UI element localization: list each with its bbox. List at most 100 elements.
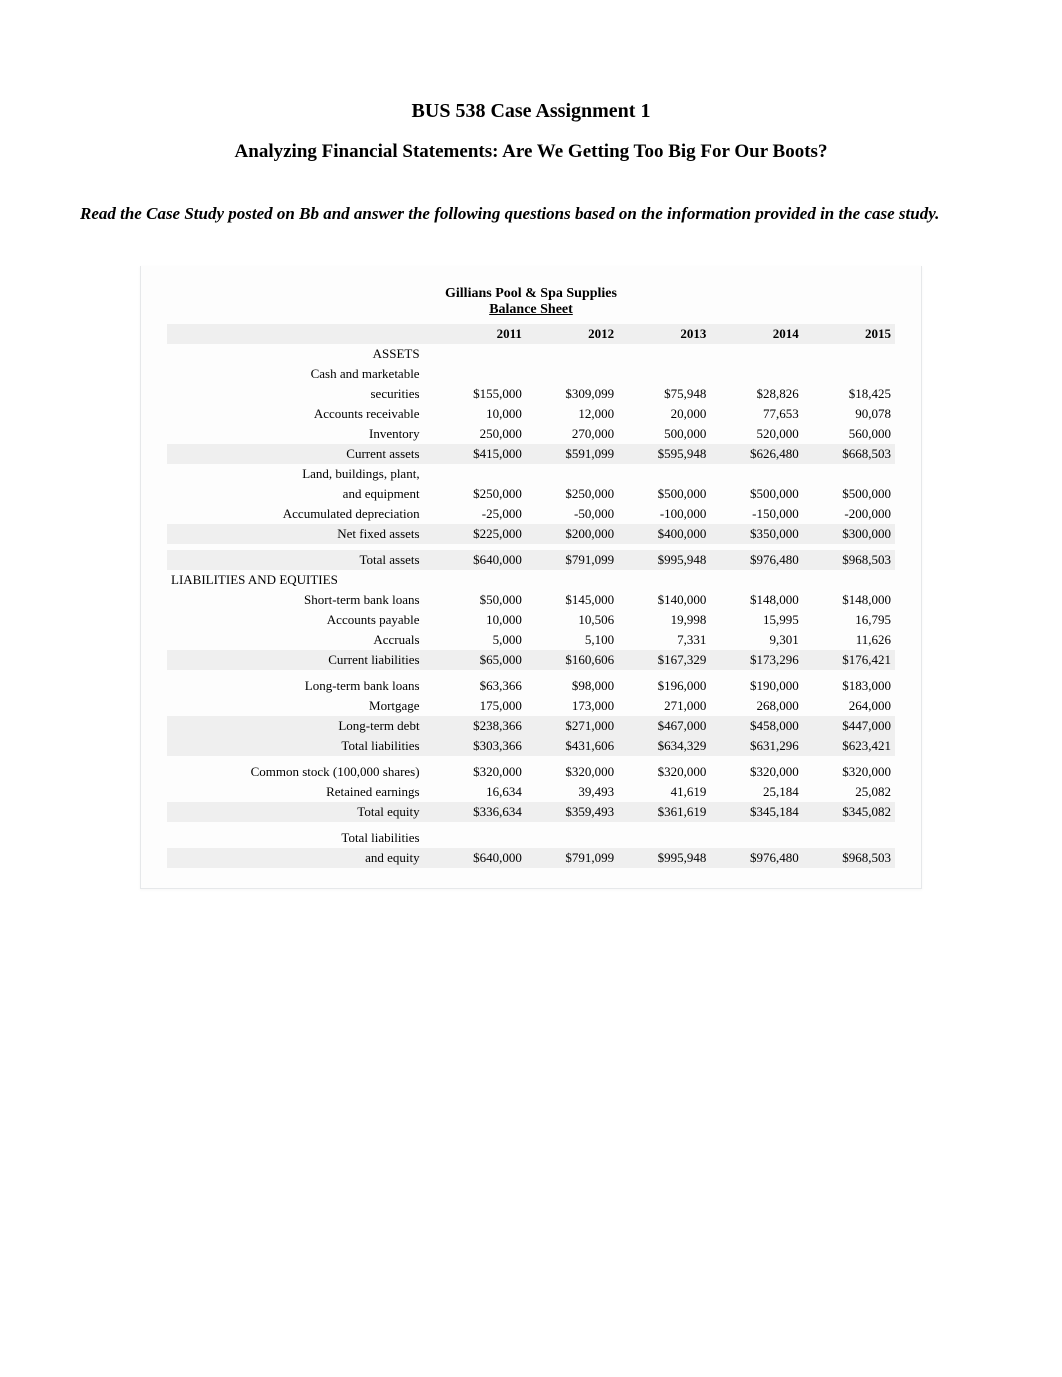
cell: $595,948 (618, 444, 710, 464)
cell: 16,634 (434, 782, 526, 802)
cell: $976,480 (710, 550, 802, 570)
cell: 250,000 (434, 424, 526, 444)
table-row: Long-term debt $238,366 $271,000 $467,00… (167, 716, 895, 736)
cell: $250,000 (434, 484, 526, 504)
cell: $50,000 (434, 590, 526, 610)
cell: 16,795 (803, 610, 895, 630)
cell: $668,503 (803, 444, 895, 464)
row-label: Common stock (100,000 shares) (167, 762, 434, 782)
row-label: Net fixed assets (167, 524, 434, 544)
cell: $447,000 (803, 716, 895, 736)
cell: $250,000 (526, 484, 618, 504)
cell: $791,099 (526, 550, 618, 570)
cell: $500,000 (710, 484, 802, 504)
header-year: 2012 (526, 324, 618, 344)
course-title: BUS 538 Case Assignment 1 (80, 100, 982, 123)
table-row: Total equity $336,634 $359,493 $361,619 … (167, 802, 895, 822)
cell: $75,948 (618, 384, 710, 404)
cell: $271,000 (526, 716, 618, 736)
cell: $791,099 (526, 848, 618, 868)
cell: 19,998 (618, 610, 710, 630)
row-label: Accruals (167, 630, 434, 650)
cell: $467,000 (618, 716, 710, 736)
cell: 520,000 (710, 424, 802, 444)
cell: 90,078 (803, 404, 895, 424)
row-label: and equity (167, 848, 434, 868)
liabilities-heading: LIABILITIES AND EQUITIES (167, 570, 434, 590)
cell: 12,000 (526, 404, 618, 424)
cell: $431,606 (526, 736, 618, 756)
cell: $400,000 (618, 524, 710, 544)
cell: 41,619 (618, 782, 710, 802)
cell: $320,000 (618, 762, 710, 782)
table-row: Land, buildings, plant, (167, 464, 895, 484)
cell: $65,000 (434, 650, 526, 670)
cell: -150,000 (710, 504, 802, 524)
cell: 264,000 (803, 696, 895, 716)
cell: $350,000 (710, 524, 802, 544)
cell: 10,000 (434, 610, 526, 630)
cell: $320,000 (434, 762, 526, 782)
cell: 268,000 (710, 696, 802, 716)
cell: $458,000 (710, 716, 802, 736)
cell: $415,000 (434, 444, 526, 464)
cell: 270,000 (526, 424, 618, 444)
cell: $320,000 (526, 762, 618, 782)
table-row: Current assets $415,000 $591,099 $595,94… (167, 444, 895, 464)
cell: 500,000 (618, 424, 710, 444)
header-blank (167, 324, 434, 344)
table-row: Total liabilities $303,366 $431,606 $634… (167, 736, 895, 756)
assets-heading: ASSETS (167, 344, 434, 364)
table-row: and equipment $250,000 $250,000 $500,000… (167, 484, 895, 504)
table-row: Mortgage 175,000 173,000 271,000 268,000… (167, 696, 895, 716)
row-label: securities (167, 384, 434, 404)
cell: -50,000 (526, 504, 618, 524)
balance-sheet-table: 2011 2012 2013 2014 2015 ASSETS Cash and… (167, 324, 895, 868)
cell: $145,000 (526, 590, 618, 610)
row-label: Inventory (167, 424, 434, 444)
cell: $320,000 (803, 762, 895, 782)
cell: $167,329 (618, 650, 710, 670)
row-label: Accumulated depreciation (167, 504, 434, 524)
cell: 10,000 (434, 404, 526, 424)
cell: 7,331 (618, 630, 710, 650)
row-label: Land, buildings, plant, (167, 464, 434, 484)
table-row: ASSETS (167, 344, 895, 364)
cell: $309,099 (526, 384, 618, 404)
cell: $995,948 (618, 550, 710, 570)
cell: 20,000 (618, 404, 710, 424)
cell: $640,000 (434, 848, 526, 868)
cell: 11,626 (803, 630, 895, 650)
header-year: 2015 (803, 324, 895, 344)
cell: $361,619 (618, 802, 710, 822)
cell: 10,506 (526, 610, 618, 630)
cell: $98,000 (526, 676, 618, 696)
cell: $225,000 (434, 524, 526, 544)
cell: 175,000 (434, 696, 526, 716)
row-label: Current liabilities (167, 650, 434, 670)
cell: 25,082 (803, 782, 895, 802)
cell: $336,634 (434, 802, 526, 822)
cell: $190,000 (710, 676, 802, 696)
table-row: and equity $640,000 $791,099 $995,948 $9… (167, 848, 895, 868)
cell: $238,366 (434, 716, 526, 736)
cell: $634,329 (618, 736, 710, 756)
cell: $345,082 (803, 802, 895, 822)
table-row: Short-term bank loans $50,000 $145,000 $… (167, 590, 895, 610)
row-label: Current assets (167, 444, 434, 464)
row-label: Mortgage (167, 696, 434, 716)
cell: $303,366 (434, 736, 526, 756)
cell: 5,100 (526, 630, 618, 650)
table-row: Net fixed assets $225,000 $200,000 $400,… (167, 524, 895, 544)
sheet-heading: Balance Sheet (167, 302, 895, 318)
cell: $976,480 (710, 848, 802, 868)
cell: $320,000 (710, 762, 802, 782)
row-label: Retained earnings (167, 782, 434, 802)
cell: $500,000 (803, 484, 895, 504)
table-row: Total liabilities (167, 828, 895, 848)
table-row: Current liabilities $65,000 $160,606 $16… (167, 650, 895, 670)
row-label: Total assets (167, 550, 434, 570)
cell: $28,826 (710, 384, 802, 404)
cell: $196,000 (618, 676, 710, 696)
table-row: LIABILITIES AND EQUITIES (167, 570, 895, 590)
